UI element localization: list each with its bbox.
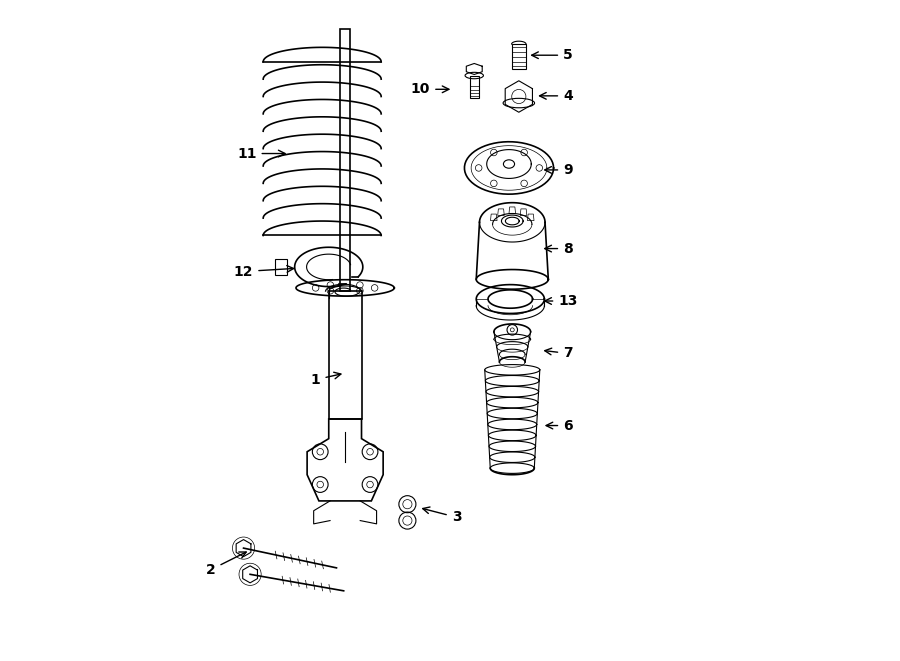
Text: 2: 2 xyxy=(206,552,247,577)
Text: 11: 11 xyxy=(237,147,285,161)
Text: 4: 4 xyxy=(539,89,573,103)
Text: 7: 7 xyxy=(544,346,572,360)
Text: 12: 12 xyxy=(234,264,293,278)
Text: 8: 8 xyxy=(544,241,573,256)
Text: 10: 10 xyxy=(410,83,449,97)
Text: 6: 6 xyxy=(546,418,572,432)
Text: 5: 5 xyxy=(532,48,573,62)
Text: 3: 3 xyxy=(423,507,462,524)
Text: 13: 13 xyxy=(544,294,578,308)
Text: 1: 1 xyxy=(310,372,341,387)
Text: 9: 9 xyxy=(544,163,572,177)
